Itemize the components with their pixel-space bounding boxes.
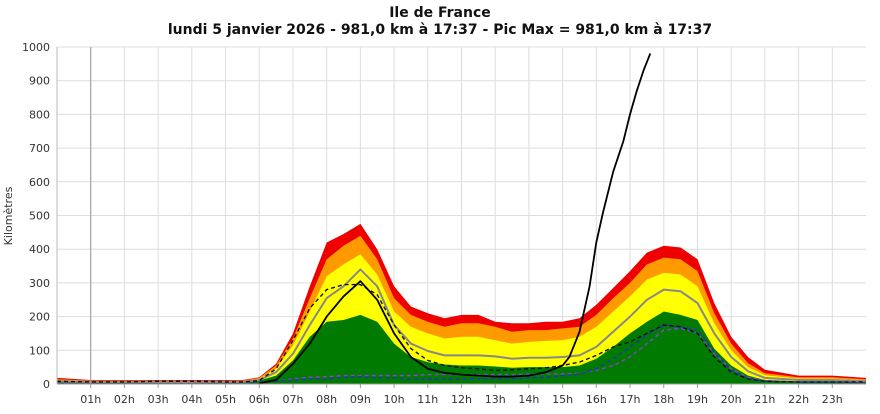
y-tick-label: 100 bbox=[29, 344, 50, 357]
x-tick-label: 10h bbox=[384, 393, 405, 406]
x-tick-label: 05h bbox=[215, 393, 236, 406]
y-tick-label: 0 bbox=[43, 378, 50, 391]
y-tick-label: 600 bbox=[29, 176, 50, 189]
series-lines bbox=[56, 53, 867, 385]
y-axis-label: Kilomètres bbox=[2, 186, 15, 245]
series-today bbox=[259, 53, 652, 385]
x-tick-label: 22h bbox=[788, 393, 809, 406]
series-dashed_blue bbox=[57, 324, 866, 383]
x-tick-label: 19h bbox=[687, 393, 708, 406]
x-tick-label: 17h bbox=[620, 393, 641, 406]
y-tick-label: 800 bbox=[29, 108, 50, 121]
x-tick-label: 12h bbox=[451, 393, 472, 406]
x-tick-label: 20h bbox=[721, 393, 742, 406]
x-tick-label: 18h bbox=[653, 393, 674, 406]
y-tick-label: 500 bbox=[29, 210, 50, 223]
x-tick-label: 16h bbox=[586, 393, 607, 406]
x-tick-label: 13h bbox=[485, 393, 506, 406]
chart-subtitle: lundi 5 janvier 2026 - 981,0 km à 17:37 … bbox=[168, 22, 712, 38]
x-tick-labels: 01h 02h 03h 04h 05h 06h 07h 08h 09h 10h 11h 12h 13h 1… bbox=[80, 384, 843, 406]
y-tick-label: 400 bbox=[29, 243, 50, 256]
x-tick-label: 03h bbox=[148, 393, 169, 406]
y-tick-label: 300 bbox=[29, 277, 50, 290]
x-tick-label: 08h bbox=[316, 393, 337, 406]
x-tick-label: 07h bbox=[282, 393, 303, 406]
x-tick-label: 02h bbox=[114, 393, 135, 406]
y-tick-label: 900 bbox=[29, 75, 50, 88]
x-tick-label: 23h bbox=[822, 393, 843, 406]
chart-title: Ile de France bbox=[389, 5, 491, 21]
x-tick-label: 21h bbox=[754, 393, 775, 406]
x-tick-label: 01h bbox=[80, 393, 101, 406]
x-tick-label: 06h bbox=[249, 393, 270, 406]
y-tick-label: 700 bbox=[29, 142, 50, 155]
x-tick-label: 04h bbox=[181, 393, 202, 406]
y-tick-label: 200 bbox=[29, 311, 50, 324]
x-tick-label: 14h bbox=[518, 393, 539, 406]
y-tick-labels: 0 100 200 300 400 500 600 700 800 900 1000 bbox=[22, 41, 50, 391]
y-tick-label: 1000 bbox=[22, 41, 50, 54]
x-tick-label: 15h bbox=[552, 393, 573, 406]
x-tick-label: 11h bbox=[417, 393, 438, 406]
x-tick-label: 09h bbox=[350, 393, 371, 406]
series-dashed_black bbox=[56, 283, 866, 383]
